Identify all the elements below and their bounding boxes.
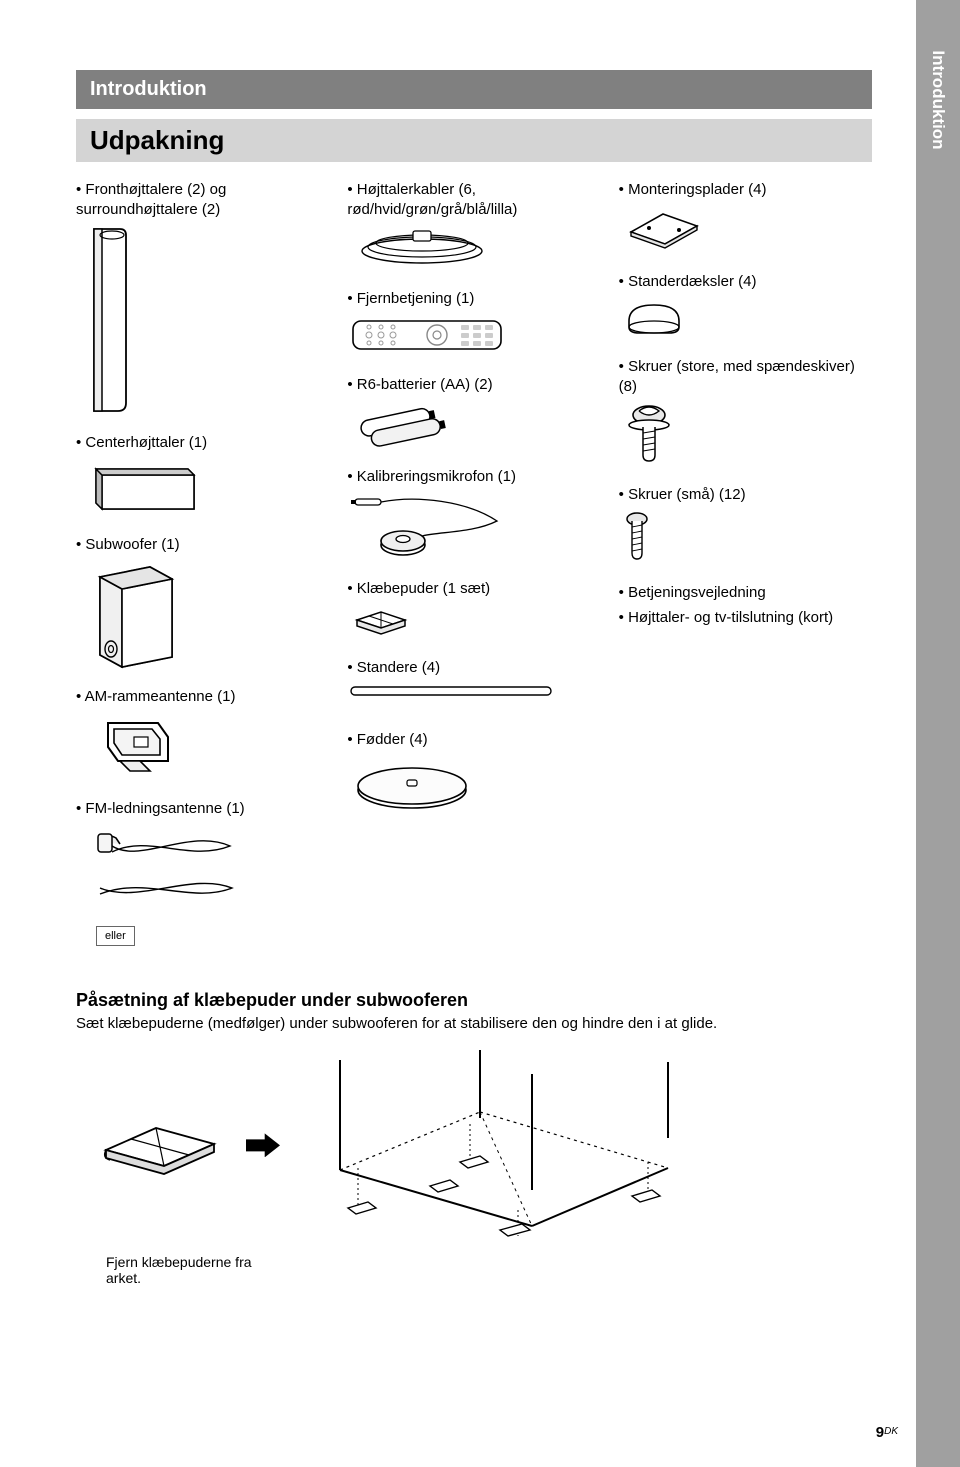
column-3: • Monteringsplader (4) • Standerdæksler … [619,180,872,960]
label: • Klæbepuder (1 sæt) [347,579,600,599]
label: • Standere (4) [347,658,600,678]
item-cables: • Højttalerkabler (6, rød/hvid/grøn/grå/… [347,180,600,279]
item-am-antenna: • AM-rammeantenne (1) [76,687,329,789]
label: • Højttaler- og tv-tilslutning (kort) [619,608,872,628]
subwoofer-icon [90,559,329,669]
center-speaker-icon [90,457,329,517]
label: • FM-ledningsantenne (1) [76,799,329,819]
label: • Subwoofer (1) [76,535,329,555]
page-number-value: 9 [876,1424,884,1441]
cable-icon [347,225,600,271]
item-stand-covers: • Standerdæksler (4) [619,272,872,346]
eller-label: eller [96,926,135,947]
label: • Skruer (små) (12) [619,485,872,505]
label: • Fjernbetjening (1) [347,289,600,309]
label: • AM-rammeantenne (1) [76,687,329,707]
speaker-tall-icon [90,225,329,415]
section-header: Introduktion [76,70,872,109]
bottom-heading: Påsætning af klæbepuder under subwoofere… [76,990,872,1011]
stand-pole-icon [347,682,600,700]
label: • Kalibreringsmikrofon (1) [347,467,600,487]
page-number: 9DK [876,1424,898,1441]
column-2: • Højttalerkabler (6, rød/hvid/grøn/grå/… [347,180,600,960]
label: • Fronthøjttalere (2) og surroundhøjttal… [76,180,329,221]
cover-cap-icon [619,297,872,339]
items-grid: • Fronthøjttalere (2) og surroundhøjttal… [76,180,872,960]
item-screws-small: • Skruer (små) (12) [619,485,872,573]
label: • R6-batterier (AA) (2) [347,375,600,395]
am-antenna-icon [90,711,329,781]
item-stands: • Standere (4) [347,658,600,708]
item-remote: • Fjernbetjening (1) [347,289,600,365]
label: • Betjeningsvejledning [619,583,872,603]
bottom-caption: Fjern klæbepuderne fra arket. [106,1254,286,1286]
label: • Monteringsplader (4) [619,180,872,200]
item-manuals: • Betjeningsvejledning • Højttaler- og t… [619,583,872,632]
subwoofer-bottom-icon [300,1050,680,1240]
item-batteries: • R6-batterier (AA) (2) [347,375,600,457]
foot-disc-icon [347,754,600,814]
item-feet: • Fødder (4) [347,730,600,822]
item-fm-antenna: • FM-ledningsantenne (1) eller [76,799,329,950]
remote-icon [347,313,600,357]
item-pads: • Klæbepuder (1 sæt) [347,579,600,647]
bottom-illustration [96,1050,872,1240]
item-mounting-plates: • Monteringsplader (4) [619,180,872,262]
item-calibration-mic: • Kalibreringsmikrofon (1) [347,467,600,569]
sub-header: Udpakning [76,119,872,162]
item-front-speakers: • Fronthøjttalere (2) og surroundhøjttal… [76,180,329,423]
label: • Skruer (store, med spændeskiver) (8) [619,357,872,398]
item-screws-large: • Skruer (store, med spændeskiver) (8) [619,357,872,476]
screw-small-icon [619,509,872,565]
mic-icon [347,491,600,561]
label: • Fødder (4) [347,730,600,750]
label: • Centerhøjttaler (1) [76,433,329,453]
bottom-section: Påsætning af klæbepuder under subwoofere… [76,990,872,1286]
screw-large-icon [619,401,872,467]
arrow-icon [246,1133,280,1157]
label: • Standerdæksler (4) [619,272,872,292]
item-subwoofer: • Subwoofer (1) [76,535,329,677]
page-number-suffix: DK [884,1426,898,1437]
plate-icon [619,204,872,254]
label: • Højttalerkabler (6, rød/hvid/grøn/grå/… [347,180,600,221]
pads-icon [347,604,600,640]
page-content: Introduktion Udpakning • Fronthøjttalere… [0,0,960,1467]
column-1: • Fronthøjttalere (2) og surroundhøjttal… [76,180,329,960]
fm-antenna-icon [90,824,329,914]
item-center-speaker: • Centerhøjttaler (1) [76,433,329,525]
bottom-text: Sæt klæbepuderne (medfølger) under subwo… [76,1015,872,1032]
batteries-icon [347,399,600,449]
pad-sheet-icon [96,1110,226,1180]
